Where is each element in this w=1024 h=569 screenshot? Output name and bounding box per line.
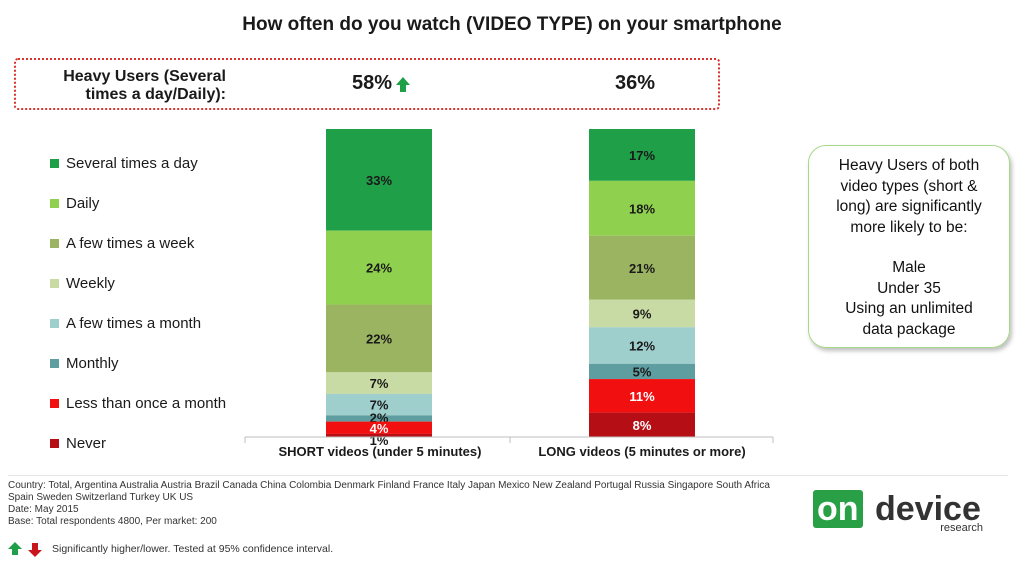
legend-label: Weekly [66,274,115,292]
footer-divider [8,475,1008,476]
significance-note: Significantly higher/lower. Tested at 95… [8,541,334,557]
note-traits: Male Under 35 Using an unlimited data packa… [809,258,1009,340]
legend-swatch [50,278,59,288]
legend-item: Less than once a month [50,383,226,423]
footer-notes: Country: Total, Argentina Australia Aust… [8,480,770,528]
heavy-users-label: Heavy Users (Several times a day/Daily): [26,68,226,104]
note-trait-1: Male [892,259,926,276]
data-label: 8% [633,418,652,433]
logo-research: research [940,522,983,534]
note-line-2: video types (short & [840,177,978,195]
heavy-users-short-value: 58% [352,72,411,95]
logo-on: on [813,490,863,528]
data-label: 5% [633,364,652,379]
legend-item: Daily [50,183,226,223]
bar-segment [589,180,695,236]
bar-segment [589,412,695,437]
category-label: LONG videos (5 minutes or more) [538,444,745,459]
footer-base: Base: Total respondents 4800, Per market… [8,516,217,527]
bar-segment [326,304,432,373]
legend-swatch [50,438,59,448]
legend-item: A few times a week [50,223,226,263]
heavy-users-note: Heavy Users of both video types (short & l… [808,145,1010,348]
data-label: 9% [633,306,652,321]
legend-item: Monthly [50,343,226,383]
bar-segment [589,235,695,300]
ondevice-logo: on device research [813,490,983,534]
down-arrow-icon [28,542,42,557]
bar-segment [589,327,695,364]
legend-label: A few times a month [66,314,202,332]
data-label: 7% [370,376,389,391]
note-trait-3: Using an unlimited [845,300,973,317]
bar-segment [589,129,695,181]
bar-segment [589,299,695,328]
chart-title: How often do you watch (VIDEO TYPE) on y… [242,14,782,35]
legend-swatch [50,158,59,168]
data-label: 17% [629,148,655,163]
note-intro: Heavy Users of both video types (short & l… [809,156,1009,238]
data-label: 33% [366,173,392,188]
footer-countries-2: Spain Sweden Switzerland Turkey UK US [8,492,194,503]
bar-segment [326,129,432,231]
data-label: 7% [370,398,389,413]
heavy-users-short-text: 58% [352,72,393,94]
note-line-3: long) are significantly [836,198,982,215]
legend-label: A few times a week [66,234,195,252]
bar-segment [589,363,695,380]
data-label: 18% [629,201,655,216]
heavy-users-label-line2: times a day/Daily): [85,86,227,103]
bar-segment [326,393,432,416]
bar-segment [589,379,695,413]
legend-item: Several times a day [50,143,226,183]
data-label: 24% [366,261,392,276]
category-label: SHORT videos (under 5 minutes) [279,444,482,459]
legend-label: Less than once a month [66,394,227,412]
data-label: 21% [629,261,655,276]
chart-legend: Several times a day Daily A few times a we… [50,143,226,463]
legend-label: Monthly [66,354,119,372]
legend-swatch [50,358,59,368]
legend-item: Weekly [50,263,226,303]
note-trait-4: data package [862,320,956,338]
legend-label: Daily [66,194,100,212]
footer-date: Date: May 2015 [8,504,79,515]
data-label: 4% [370,421,389,436]
up-arrow-icon [396,76,411,92]
note-line-1: Heavy Users of both [838,157,980,174]
legend-label: Several times a day [66,154,198,172]
legend-swatch [50,398,59,408]
legend-label: Never [66,434,107,452]
data-label: 22% [366,331,392,346]
legend-swatch [50,198,59,208]
note-trait-2: Under 35 [877,279,941,297]
bar-segment [326,415,432,422]
significance-text: Significantly higher/lower. Tested at 95… [52,543,334,555]
bar-segment [326,230,432,305]
bar-segment [326,421,432,434]
bar-segment [326,433,432,437]
note-line-4: more likely to be: [850,218,968,236]
footer-countries-1: Country: Total, Argentina Australia Aust… [8,480,770,491]
legend-swatch [50,238,59,248]
legend-swatch [50,318,59,328]
up-arrow-icon [8,541,22,555]
legend-item: A few times a month [50,303,226,343]
bar-segment [326,372,432,394]
heavy-users-box: Heavy Users (Several times a day/Daily):… [14,58,720,110]
heavy-users-label-line1: Heavy Users (Several [63,68,226,85]
data-label: 12% [629,339,655,354]
logo-device: device [875,490,981,528]
legend-item: Never [50,423,226,463]
heavy-users-long-value: 36% [615,72,656,94]
data-label: 11% [629,389,655,404]
